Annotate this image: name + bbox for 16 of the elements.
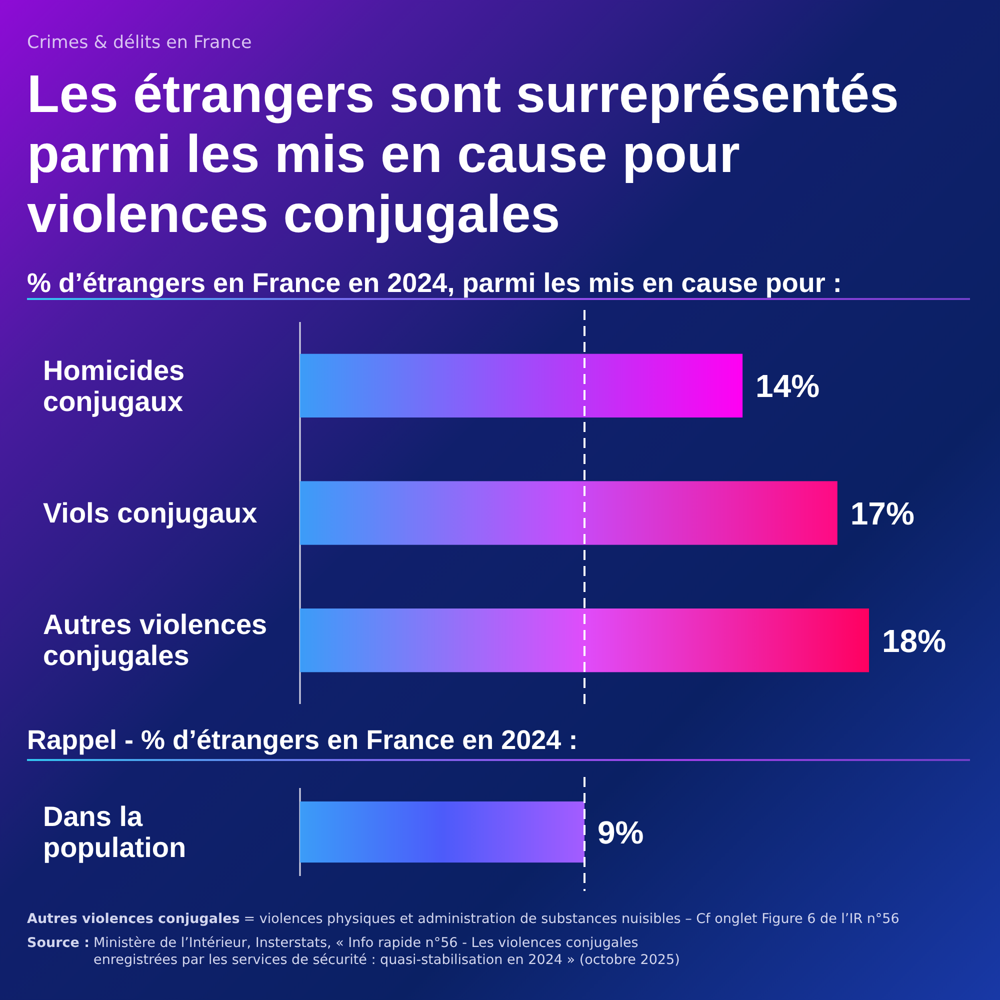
data-label: 17% <box>850 496 914 532</box>
data-label: 14% <box>756 368 820 404</box>
text: Crimes & délits en France <box>27 32 252 54</box>
text: = violences physiques et administration de substances nuisibles – Cf onglet Figure 6 de l’IR n°56 <box>244 911 900 928</box>
data-label: 9% <box>598 814 644 851</box>
text: Ministère de l’Intérieur, Insterstats, « Info rapide n°56 - Les violences conjugales enregistrées par les services de sécurité : quasi-stabilisation en 2024 » (octobre 2025) <box>94 935 681 969</box>
chart-title: Les étrangers sont surreprésentés parmi les mis en cause pour violences conjugales <box>27 65 900 245</box>
chart-subtitle: % d’étrangers en France en 2024, parmi les mis en cause pour : <box>27 268 842 298</box>
y-tick-label: Dans la population <box>43 801 188 863</box>
annotation: Rappel - % d’étrangers en France en 2024 : <box>27 725 970 761</box>
source-note: Source : <box>27 935 90 952</box>
data-label: 18% <box>882 622 946 659</box>
y-tick-label: Viols conjugaux <box>43 498 258 528</box>
y-tick-label: Homicides conjugaux <box>43 354 186 417</box>
text: Autres violences conjugales <box>27 911 240 928</box>
y-tick-label: Autres violences conjugales <box>43 609 268 672</box>
